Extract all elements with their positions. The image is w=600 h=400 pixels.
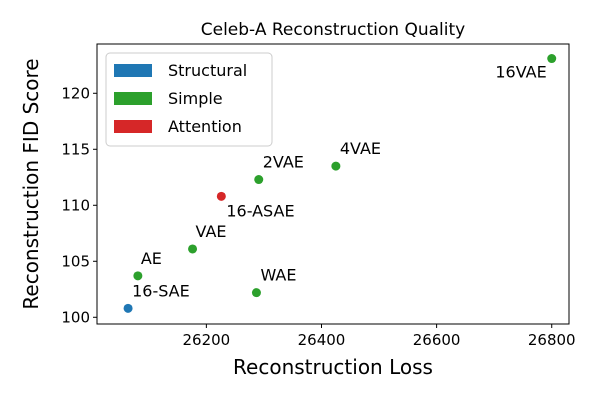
plot-area — [96, 43, 570, 325]
x-tick-label: 26600 — [413, 331, 461, 349]
y-axis-label: Reconstruction FID Score — [19, 58, 43, 309]
legend: Structural Simple Attention — [105, 52, 273, 147]
point-label: WAE — [260, 266, 296, 285]
legend-swatch — [114, 92, 152, 105]
y-tick-label: 120 — [61, 84, 90, 102]
point-label: 16-ASAE — [226, 201, 294, 220]
y-tick-label: 110 — [61, 196, 90, 214]
y-tick-label: 115 — [61, 140, 90, 158]
data-point — [547, 54, 557, 64]
point-label: 16-SAE — [132, 281, 190, 300]
point-label: 16VAE — [495, 63, 546, 82]
legend-label: Simple — [168, 89, 223, 108]
point-label: VAE — [196, 222, 227, 241]
data-point — [251, 288, 261, 298]
legend-label: Structural — [168, 61, 247, 80]
data-point — [133, 271, 143, 281]
data-point — [188, 244, 198, 254]
x-axis: 26200 26400 26600 26800 — [183, 324, 576, 349]
x-axis-label: Reconstruction Loss — [233, 355, 433, 379]
point-label: 2VAE — [263, 153, 304, 172]
data-point — [216, 191, 226, 201]
data-point — [254, 175, 264, 185]
point-label: 4VAE — [340, 139, 381, 158]
y-axis: 100 105 110 115 120 — [61, 84, 97, 326]
point-label: AE — [141, 249, 162, 268]
x-tick-label: 26800 — [528, 331, 576, 349]
y-tick-label: 105 — [61, 252, 90, 270]
chart-title: Celeb-A Reconstruction Quality — [201, 20, 465, 40]
x-tick-label: 26400 — [298, 331, 346, 349]
data-points — [123, 54, 557, 313]
legend-swatch — [114, 120, 152, 133]
data-point — [123, 303, 133, 313]
data-point — [331, 161, 341, 171]
y-tick-label: 100 — [61, 308, 90, 326]
legend-label: Attention — [168, 117, 242, 136]
point-labels: 16-SAE AE VAE WAE 2VAE 4VAE 16VAE 16-ASAE — [132, 63, 547, 301]
x-tick-label: 26200 — [183, 331, 231, 349]
legend-swatch — [114, 64, 152, 77]
